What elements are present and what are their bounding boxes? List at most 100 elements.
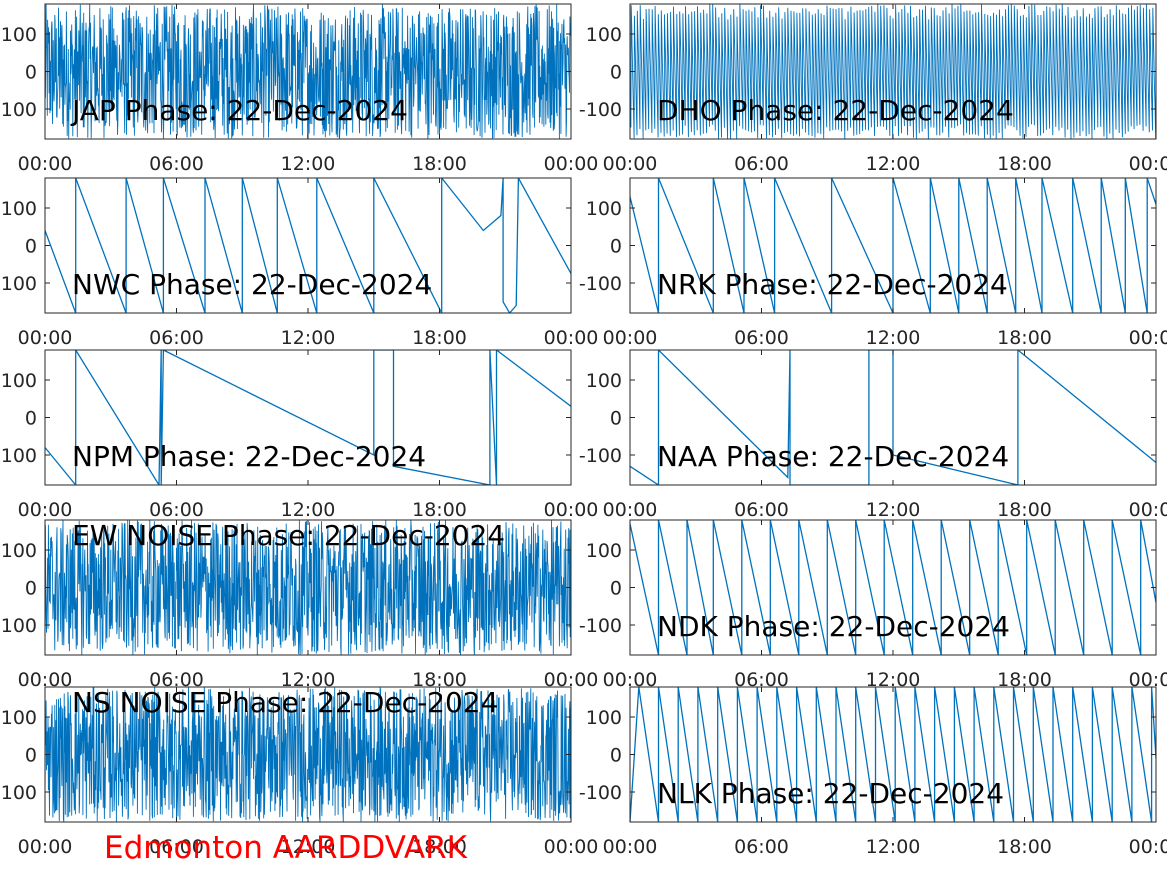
panel-ndk: 100 0 -100 00:00 06:00 12:00 18:00 00:00 NDK Pha… [579, 519, 1167, 691]
x-tick-label: 00:00 [18, 327, 73, 349]
x-tick-label: 00:00 [1129, 669, 1167, 691]
y-tick-label: 100 [586, 198, 622, 220]
y-tick-label: 0 [25, 236, 37, 258]
x-tick-label: 00:00 [544, 499, 599, 521]
x-tick-label: 18:00 [412, 153, 467, 175]
x-tick-label: 12:00 [866, 327, 921, 349]
y-tick-label: -100 [579, 99, 622, 121]
y-tick-label: 100 [586, 707, 622, 729]
panel-title: NDK Phase: 22-Dec-2024 [657, 610, 1010, 643]
x-tick-label: 06:00 [149, 836, 204, 858]
x-tick-label: 00:00 [18, 153, 73, 175]
x-tick-label: 18:00 [412, 669, 467, 691]
y-tick-label: -100 [579, 273, 622, 295]
y-tick-label: -100 [0, 99, 37, 121]
panel-npm: 100 0 -100 00:00 06:00 12:00 18:00 00:00 NPM Pha… [0, 349, 599, 521]
x-tick-label: 06:00 [734, 153, 789, 175]
x-tick-label: 06:00 [734, 499, 789, 521]
y-tick-label: -100 [579, 445, 622, 467]
panel-jap: 100 0 -100 00:00 06:00 12:00 18:00 00:00 JAP Pha… [0, 3, 599, 175]
y-tick-label: 100 [1, 198, 37, 220]
panel-title: NRK Phase: 22-Dec-2024 [657, 268, 1008, 301]
series-line [630, 178, 1156, 313]
x-tick-label: 12:00 [281, 327, 336, 349]
y-tick-label: 100 [1, 24, 37, 46]
panel-title: NLK Phase: 22-Dec-2024 [657, 777, 1004, 810]
panel-title: JAP Phase: 22-Dec-2024 [70, 94, 408, 127]
series-line [45, 350, 571, 485]
panel-ns-noise: 100 0 -100 00:00 06:00 12:00 18:00 00:00 NS NOIS… [0, 686, 598, 858]
x-tick-label: 00:00 [18, 669, 73, 691]
panel-nlk: 100 0 -100 00:00 06:00 12:00 18:00 00:00 NLK Pha… [579, 686, 1167, 858]
x-tick-label: 12:00 [866, 153, 921, 175]
x-tick-label: 18:00 [997, 836, 1052, 858]
panel-nwc: 100 0 -100 00:00 06:00 12:00 18:00 00:00 NWC Pha… [0, 177, 599, 349]
x-tick-label: 06:00 [734, 836, 789, 858]
x-tick-label: 18:00 [997, 153, 1052, 175]
figure-footer-title: Edmonton AARDDVARK [104, 830, 468, 866]
panel-ew-noise: 100 0 -100 00:00 06:00 12:00 18:00 00:00 EW NOIS… [0, 519, 598, 691]
x-tick-label: 00:00 [603, 836, 658, 858]
x-tick-label: 06:00 [149, 499, 204, 521]
y-tick-label: 0 [25, 408, 37, 430]
y-tick-label: 0 [610, 236, 622, 258]
y-tick-label: 0 [25, 578, 37, 600]
x-tick-label: 06:00 [149, 327, 204, 349]
y-tick-label: 0 [25, 62, 37, 84]
x-tick-label: 18:00 [412, 499, 467, 521]
x-tick-label: 18:00 [412, 327, 467, 349]
x-tick-label: 18:00 [997, 327, 1052, 349]
x-tick-label: 00:00 [603, 327, 658, 349]
y-tick-label: 0 [25, 745, 37, 767]
y-tick-label: -100 [579, 782, 622, 804]
panel-title: EW NOISE Phase: 22-Dec-2024 [72, 519, 505, 552]
x-tick-label: 00:00 [544, 327, 599, 349]
panel-title: NAA Phase: 22-Dec-2024 [657, 440, 1009, 473]
x-tick-label: 06:00 [149, 669, 204, 691]
x-tick-label: 00:00 [1129, 327, 1167, 349]
y-tick-label: 0 [610, 62, 622, 84]
y-tick-label: -100 [0, 445, 37, 467]
y-tick-label: 100 [1, 707, 37, 729]
x-tick-label: 18:00 [997, 669, 1052, 691]
x-tick-label: 00:00 [603, 499, 658, 521]
x-tick-label: 18:00 [997, 499, 1052, 521]
panel-dho: 100 0 -100 00:00 06:00 12:00 18:00 00:00 DHO Pha… [579, 3, 1167, 175]
x-tick-label: 00:00 [544, 669, 599, 691]
y-tick-label: -100 [0, 273, 37, 295]
y-tick-label: 0 [610, 578, 622, 600]
x-tick-label: 06:00 [734, 669, 789, 691]
x-tick-label: 12:00 [281, 153, 336, 175]
series-line [45, 687, 571, 822]
series-line [630, 4, 1156, 139]
x-tick-label: 00:00 [1129, 836, 1167, 858]
x-tick-label: 00:00 [603, 669, 658, 691]
series-line [45, 178, 571, 313]
y-tick-label: 0 [610, 408, 622, 430]
y-tick-label: 100 [586, 540, 622, 562]
x-tick-label: 00:00 [1129, 499, 1167, 521]
panel-title: NWC Phase: 22-Dec-2024 [72, 268, 432, 301]
x-tick-label: 06:00 [734, 327, 789, 349]
y-tick-label: -100 [579, 615, 622, 637]
panel-nrk: 100 0 -100 00:00 06:00 12:00 18:00 00:00 NRK Pha… [579, 177, 1167, 349]
x-tick-label: 00:00 [544, 153, 599, 175]
panel-title: DHO Phase: 22-Dec-2024 [657, 94, 1014, 127]
y-tick-label: 100 [586, 24, 622, 46]
panel-title: NPM Phase: 22-Dec-2024 [72, 440, 426, 473]
y-tick-label: -100 [0, 615, 37, 637]
y-tick-label: -100 [0, 782, 37, 804]
x-tick-label: 12:00 [866, 669, 921, 691]
x-tick-label: 00:00 [603, 153, 658, 175]
x-tick-label: 12:00 [866, 499, 921, 521]
y-tick-label: 100 [1, 540, 37, 562]
x-tick-label: 18:00 [412, 836, 467, 858]
x-tick-label: 12:00 [281, 836, 336, 858]
x-tick-label: 06:00 [149, 153, 204, 175]
series-line [45, 520, 571, 655]
x-tick-label: 12:00 [866, 836, 921, 858]
x-tick-label: 00:00 [18, 499, 73, 521]
x-tick-label: 12:00 [281, 669, 336, 691]
series-line [630, 520, 1156, 655]
